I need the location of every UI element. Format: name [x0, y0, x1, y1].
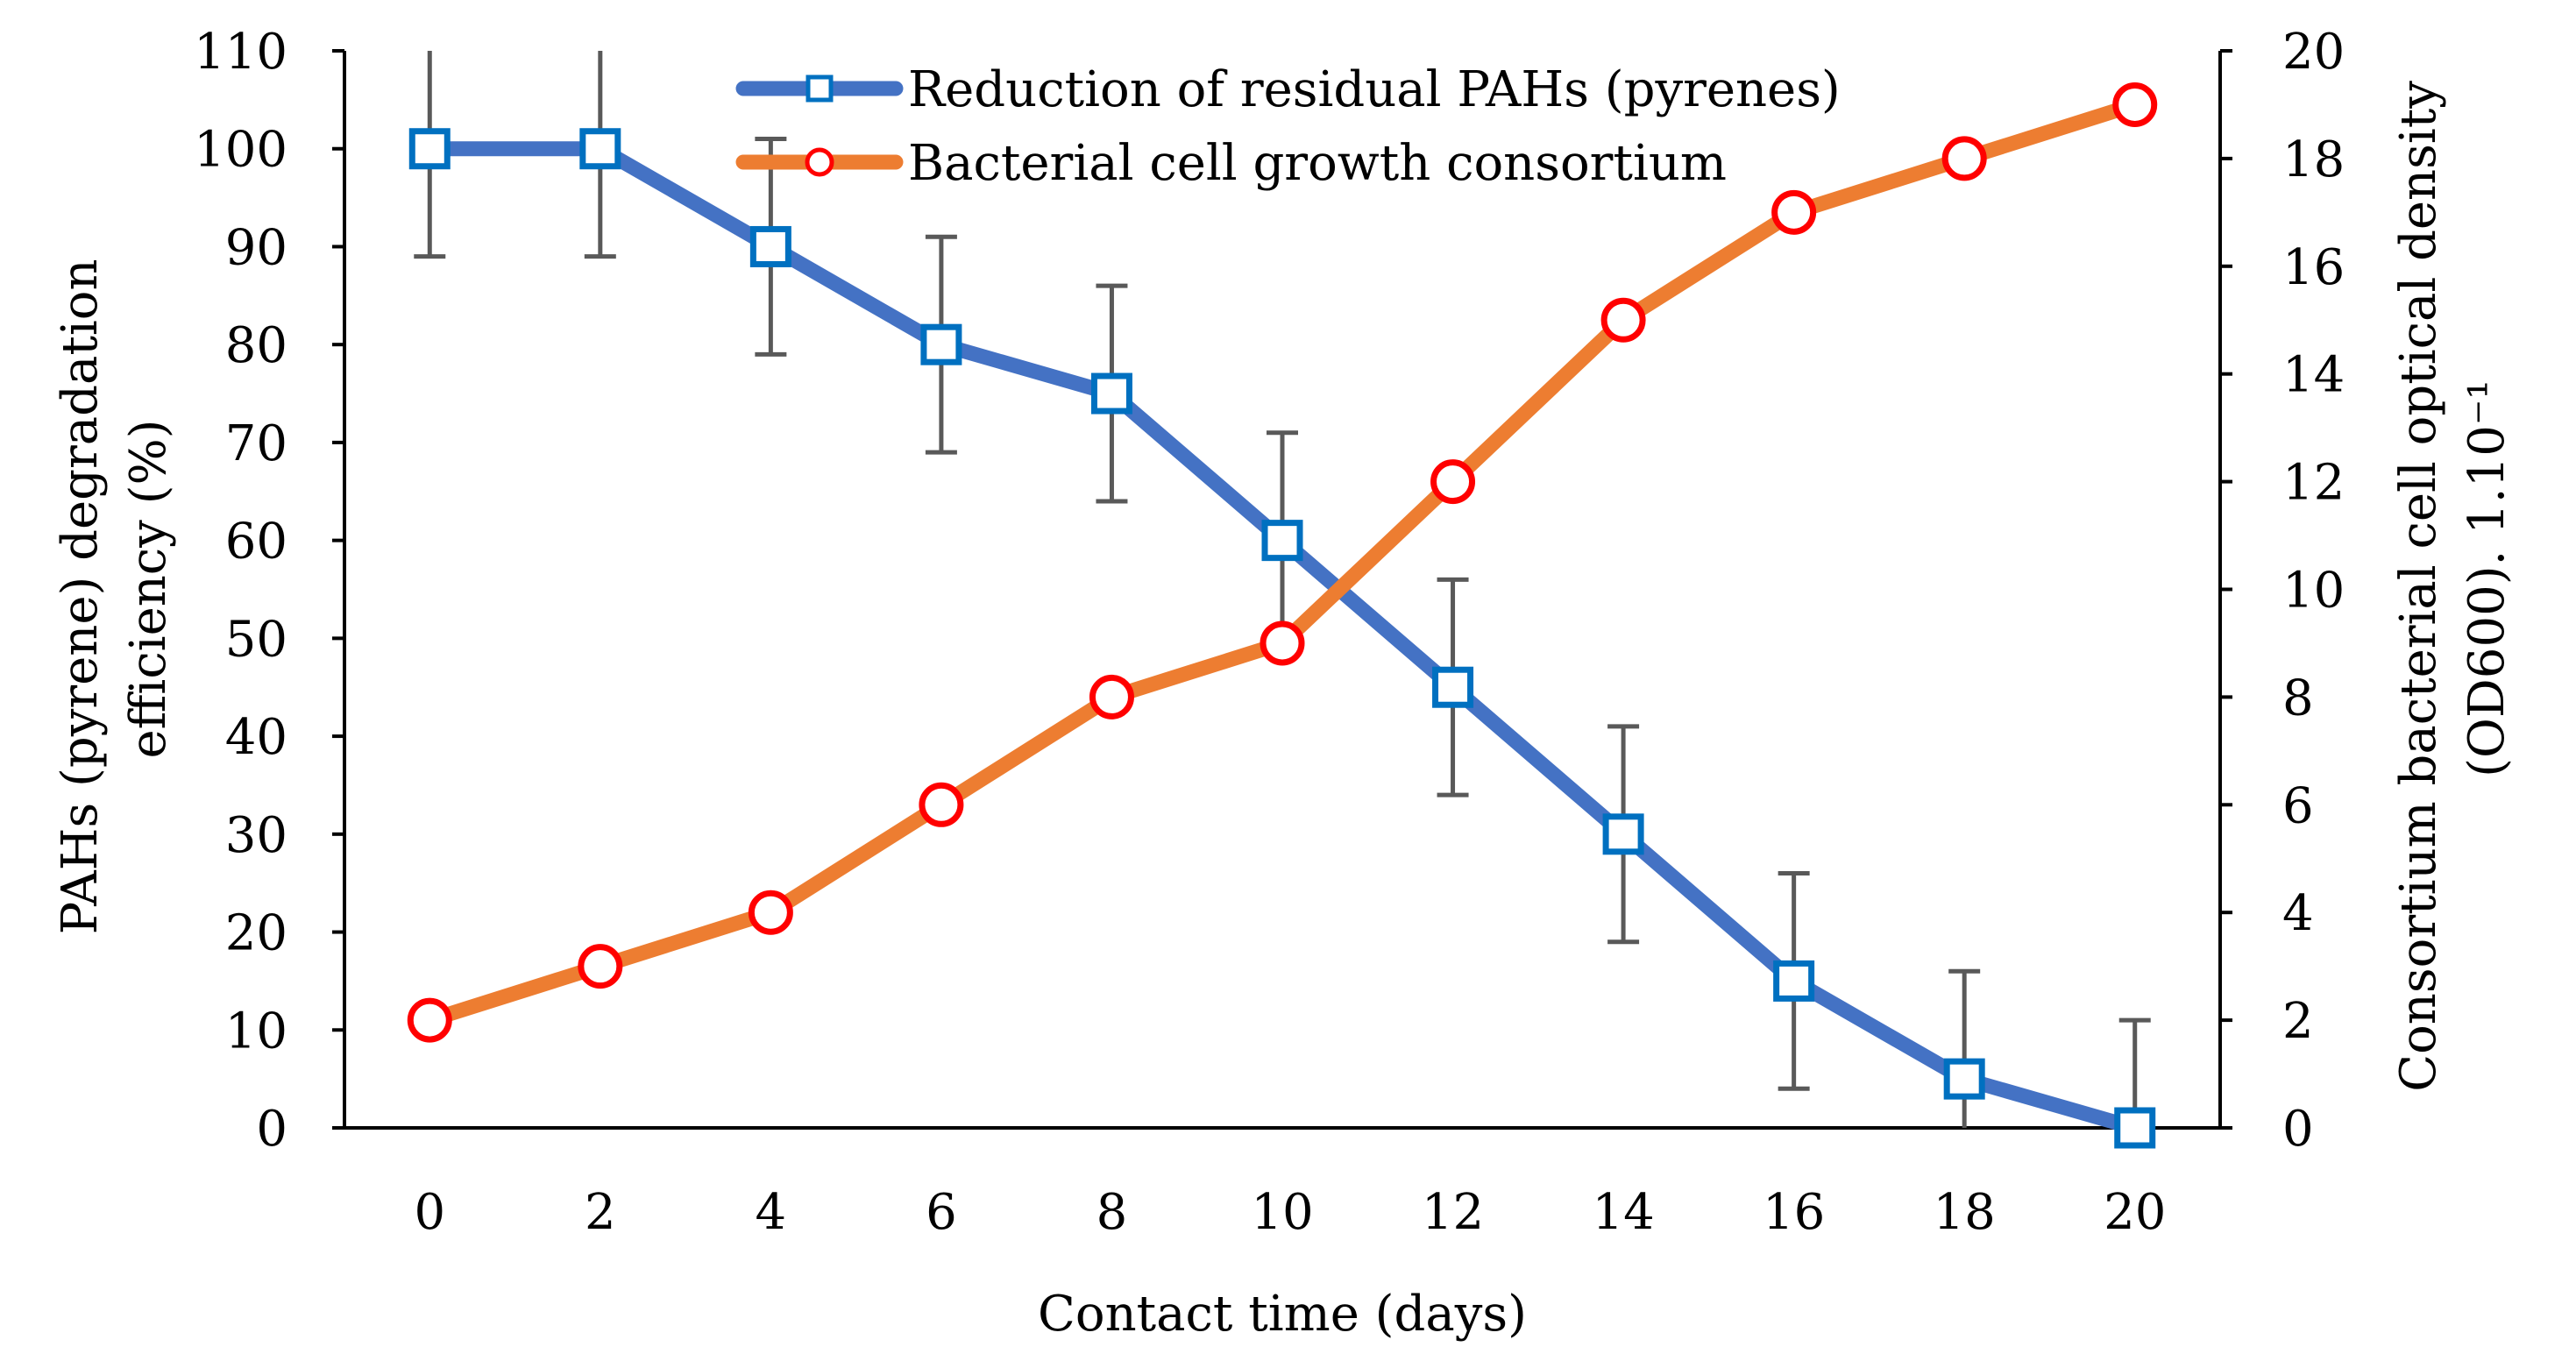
- y-right-tick-label: 20: [2282, 24, 2345, 81]
- data-point-square: [1773, 960, 1815, 1002]
- data-point-circle: [1941, 136, 1987, 181]
- y-right-tick-label: 2: [2282, 993, 2314, 1050]
- y-left-tick-label: 0: [256, 1101, 287, 1158]
- y-left-tick-label: 30: [225, 807, 287, 864]
- y-right-tick-label: 12: [2282, 455, 2345, 512]
- y-left-tick-label: 40: [225, 709, 287, 766]
- data-point-circle: [919, 782, 964, 827]
- data-point-circle: [407, 997, 452, 1043]
- y-right-tick-label: 8: [2282, 670, 2314, 727]
- legend-label-bacterial: Bacterial cell growth consortium: [908, 135, 1727, 192]
- x-tick-label: 18: [1934, 1184, 1996, 1241]
- y-left-tick-label: 80: [225, 317, 287, 374]
- data-point-square: [920, 323, 962, 365]
- y-left-axis-title: PAHs (pyrene) degradation efficiency (%): [52, 244, 177, 935]
- x-axis-title: Contact time (days): [1038, 1286, 1527, 1343]
- legend-label-pahs: Reduction of residual PAHs (pyrenes): [908, 61, 1841, 118]
- y-right-tick-label: 6: [2282, 777, 2314, 834]
- y-right-tick-label: 14: [2282, 347, 2345, 404]
- y-right-tick-label: 4: [2282, 885, 2314, 942]
- y-right-axis-title-line-2: (OD600). 1.10⁻¹: [2459, 379, 2516, 777]
- x-tick-label: 14: [1592, 1184, 1654, 1241]
- y-right-axis-title: Consortium bacterial cell optical densit…: [2390, 65, 2516, 1091]
- data-point-square: [1090, 372, 1132, 415]
- y-right-tick-label: 10: [2282, 563, 2345, 620]
- data-point-circle: [578, 944, 623, 989]
- y-left-tick-label: 20: [225, 905, 287, 962]
- y-right-ticks: 0 2 4 6 8 10 12 14 16 18 20: [2220, 24, 2345, 1158]
- legend-marker-square-icon: [805, 74, 834, 103]
- y-left-tick-label: 50: [225, 611, 287, 668]
- x-tick-label: 16: [1763, 1184, 1825, 1241]
- x-tick-label: 12: [1422, 1184, 1484, 1241]
- y-left-axis-title-line-1: PAHs (pyrene) degradation: [52, 259, 109, 934]
- legend-item-bacterial: Bacterial cell growth consortium: [735, 135, 1727, 192]
- y-right-axis-title-line-1: Consortium bacterial cell optical densit…: [2390, 81, 2447, 1092]
- data-point-circle: [1430, 459, 1476, 505]
- data-point-square: [579, 128, 621, 170]
- y-left-tick-label: 90: [225, 219, 287, 276]
- y-right-tick-label: 18: [2282, 131, 2345, 188]
- x-tick-label: 10: [1251, 1184, 1313, 1241]
- x-tick-label: 6: [926, 1184, 957, 1241]
- error-bars: [414, 51, 2151, 1128]
- y-left-tick-label: 70: [225, 415, 287, 472]
- y-right-tick-label: 16: [2282, 239, 2345, 296]
- data-point-square: [2114, 1107, 2156, 1149]
- data-point-square: [1602, 813, 1644, 855]
- data-point-square: [408, 128, 451, 170]
- legend-marker-circle-icon: [805, 147, 834, 177]
- series-layer: [407, 82, 2158, 1149]
- data-point-square: [749, 225, 791, 267]
- y-left-axis-title-line-2: efficiency (%): [120, 419, 177, 758]
- data-point-circle: [2112, 82, 2158, 127]
- y-left-tick-label: 100: [194, 122, 287, 179]
- data-point-circle: [1089, 674, 1134, 719]
- legend-item-pahs: Reduction of residual PAHs (pyrenes): [735, 61, 1841, 118]
- data-point-square: [1261, 520, 1303, 562]
- y-left-tick-label: 10: [225, 1003, 287, 1060]
- x-tick-label: 4: [756, 1184, 787, 1241]
- data-point-square: [1432, 666, 1474, 708]
- data-point-circle: [1600, 297, 1646, 343]
- y-right-tick-label: 0: [2282, 1101, 2314, 1158]
- y-left-tick-label: 110: [194, 24, 287, 81]
- x-tick-label: 0: [414, 1184, 445, 1241]
- data-point-circle: [1771, 189, 1817, 235]
- legend: Reduction of residual PAHs (pyrenes) Bac…: [735, 61, 1841, 192]
- data-point-square: [1943, 1058, 1985, 1100]
- x-tick-label: 8: [1096, 1184, 1128, 1241]
- y-left-ticks: 0 10 20 30 40 50 60 70 80 90 100 110: [194, 24, 344, 1158]
- x-tick-label: 2: [585, 1184, 616, 1241]
- data-point-circle: [1260, 620, 1305, 666]
- x-ticks: 0 2 4 6 8 10 12 14 16 18 20: [414, 1184, 2166, 1241]
- data-point-circle: [748, 890, 793, 935]
- x-tick-label: 20: [2104, 1184, 2166, 1241]
- y-left-tick-label: 60: [225, 514, 287, 571]
